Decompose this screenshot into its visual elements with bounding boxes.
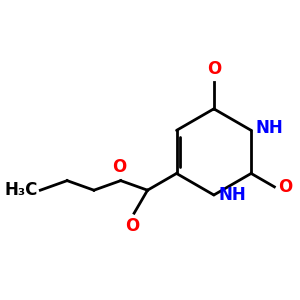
Text: NH: NH [256, 119, 284, 137]
Text: O: O [278, 178, 292, 196]
Text: NH: NH [219, 186, 246, 204]
Text: O: O [125, 217, 139, 235]
Text: O: O [207, 60, 221, 78]
Text: H₃C: H₃C [4, 181, 38, 199]
Text: O: O [112, 158, 126, 176]
